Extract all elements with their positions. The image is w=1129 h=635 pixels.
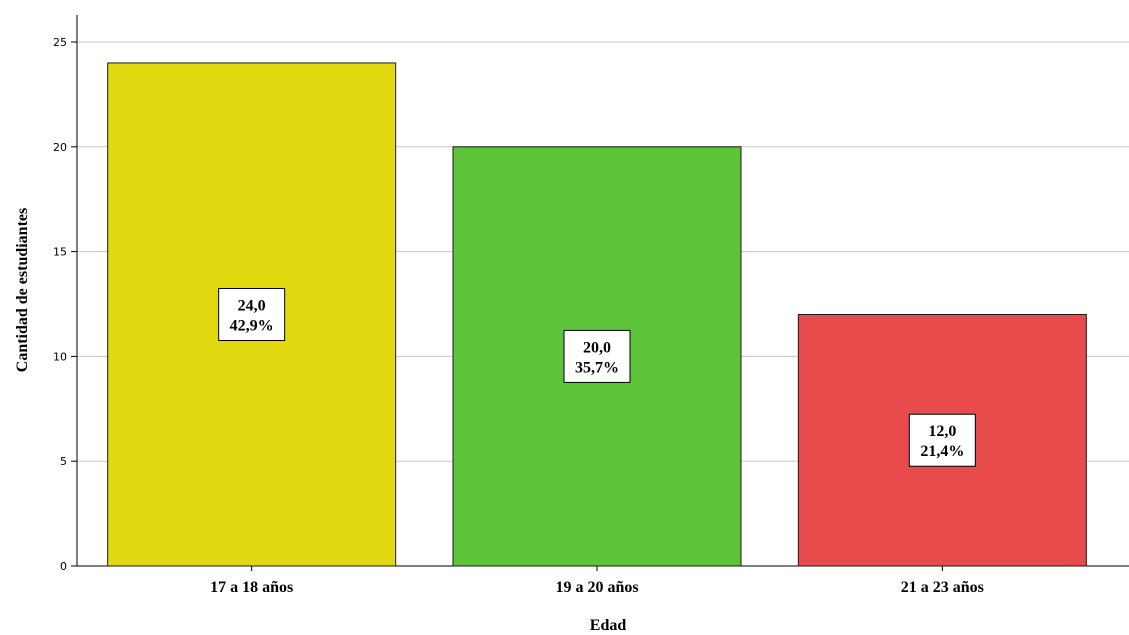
y-tick-label: 25	[53, 36, 67, 49]
data-label-value: 20,0	[583, 339, 611, 356]
data-label-percent: 42,9%	[230, 317, 274, 334]
data-label-box	[218, 287, 286, 341]
data-label-box	[908, 413, 976, 467]
bars	[107, 62, 1087, 567]
x-tick-label: 17 a 18 años	[210, 579, 293, 596]
x-tick-label: 19 a 20 años	[555, 579, 638, 596]
data-label-value: 12,0	[928, 423, 956, 440]
y-tick-label: 20	[53, 141, 67, 154]
y-tick-label: 0	[60, 560, 67, 573]
y-tick-label: 15	[53, 246, 67, 259]
x-axis-title: Edad	[590, 617, 627, 634]
data-label-value: 24,0	[238, 297, 266, 314]
x-tick-label: 21 a 23 años	[901, 579, 984, 596]
data-label-percent: 21,4%	[920, 443, 964, 460]
data-labels: 24,0 42,9% 20,0 35,7% 12,0 21,4%	[218, 287, 976, 467]
y-axis-title: Cantidad de estudiantes	[14, 208, 31, 372]
y-tick-label: 5	[60, 455, 67, 468]
data-label-box	[563, 329, 631, 383]
data-label-percent: 35,7%	[575, 359, 619, 376]
y-tick-label: 10	[53, 350, 67, 363]
